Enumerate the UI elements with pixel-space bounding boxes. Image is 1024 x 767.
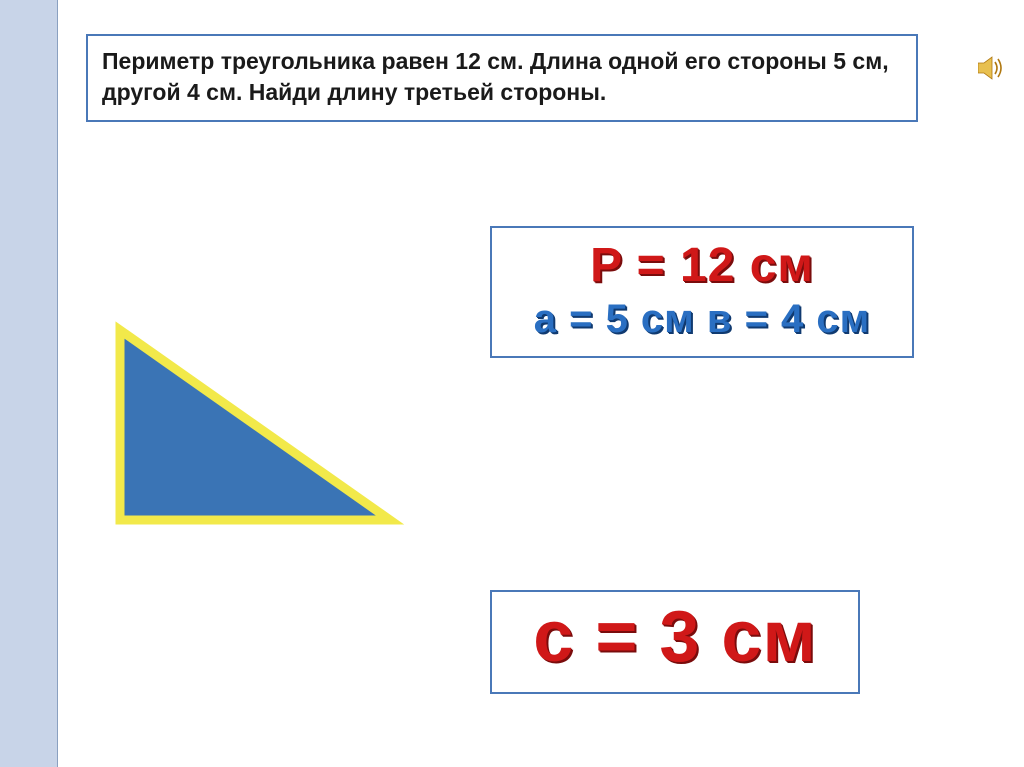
- problem-value-perimeter: 12 см: [455, 48, 517, 74]
- answer-formula: с = 3 см: [510, 596, 840, 678]
- problem-text-4: . Найди длину третьей стороны.: [236, 79, 606, 105]
- triangle-diagram: [100, 320, 410, 540]
- problem-value-side-b: 4 см: [187, 79, 236, 105]
- problem-text-2: . Длина одной его стороны: [517, 48, 833, 74]
- triangle-shape: [120, 330, 390, 520]
- perimeter-formula: P = 12 см: [510, 238, 894, 293]
- problem-text-1: Периметр треугольника равен: [102, 48, 455, 74]
- problem-value-side-a: 5 см: [833, 48, 882, 74]
- sides-formula: а = 5 см в = 4 см: [510, 297, 894, 342]
- given-values-box: P = 12 см а = 5 см в = 4 см: [490, 226, 914, 358]
- problem-statement-box: Периметр треугольника равен 12 см. Длина…: [86, 34, 918, 122]
- answer-box: с = 3 см: [490, 590, 860, 694]
- sound-icon: [978, 56, 1006, 80]
- decorative-left-band: [0, 0, 58, 767]
